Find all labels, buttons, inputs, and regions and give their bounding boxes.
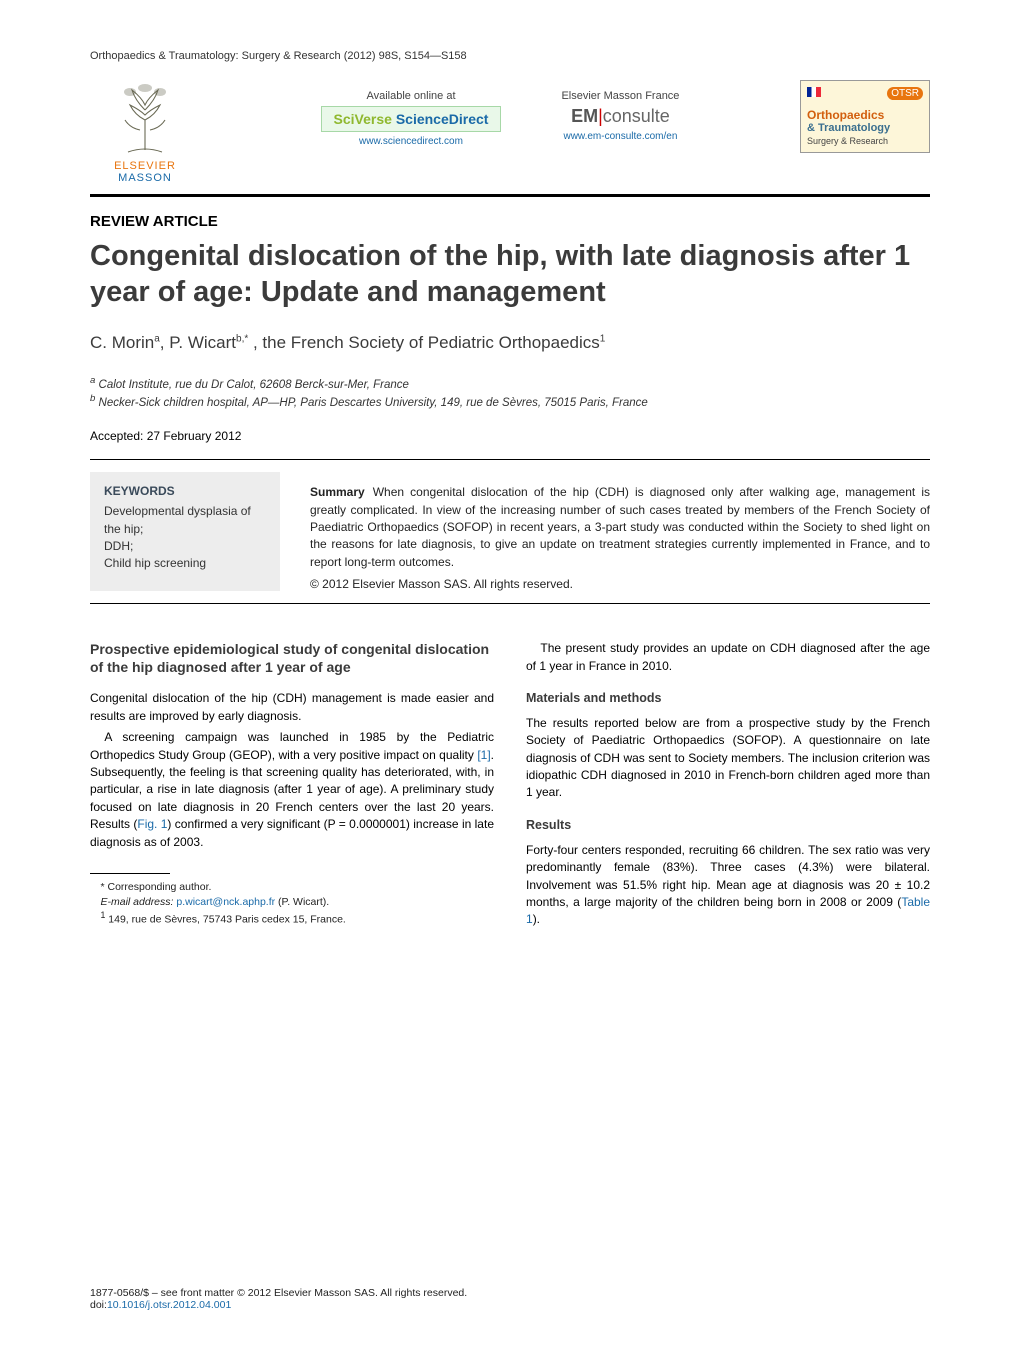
- summary-label: Summary: [310, 485, 365, 499]
- header-banner: ELSEVIER MASSON Available online at SciV…: [90, 80, 930, 184]
- email-link[interactable]: p.wicart@nck.aphp.fr: [176, 896, 275, 908]
- footnote-address: 1 149, rue de Sèvres, 75743 Paris cedex …: [90, 909, 494, 927]
- doi-link[interactable]: 10.1016/j.otsr.2012.04.001: [107, 1299, 231, 1311]
- keywords-title: KEYWORDS: [104, 484, 266, 498]
- author-2-sup: b,*: [236, 333, 248, 344]
- sciverse-badge: SciVerse ScienceDirect: [321, 106, 502, 132]
- left-column: Prospective epidemiological study of con…: [90, 640, 494, 933]
- author-1: C. Morin: [90, 333, 154, 352]
- right-column: The present study provides an update on …: [526, 640, 930, 933]
- sciencedirect-url[interactable]: www.sciencedirect.com: [359, 136, 463, 147]
- summary-body: When congenital dislocation of the hip (…: [310, 485, 930, 569]
- footnote-email: E-mail address: p.wicart@nck.aphp.fr (P.…: [90, 895, 494, 910]
- journal-title-line2: & Traumatology: [807, 122, 923, 134]
- section-heading-mm: Materials and methods: [526, 691, 930, 705]
- para-2: A screening campaign was launched in 198…: [90, 729, 494, 851]
- keywords-box: KEYWORDS Developmental dysplasia of the …: [90, 472, 280, 591]
- ref-link-1[interactable]: [1]: [477, 748, 490, 762]
- france-flag-icon: [807, 87, 821, 97]
- section-heading-epi: Prospective epidemiological study of con…: [90, 640, 494, 676]
- header-divider: [90, 194, 930, 197]
- author-group: , the French Society of Pediatric Orthop…: [248, 333, 600, 352]
- fig-link-1[interactable]: Fig. 1: [137, 817, 167, 831]
- publisher-name-1: ELSEVIER: [114, 160, 176, 172]
- thin-rule-2: [90, 603, 930, 604]
- keywords-list: Developmental dysplasia of the hip; DDH;…: [104, 503, 266, 573]
- page-footer: 1877-0568/$ – see front matter © 2012 El…: [90, 1287, 930, 1311]
- online-links: Available online at SciVerse ScienceDire…: [321, 90, 680, 147]
- footnote-corresponding: * Corresponding author.: [90, 880, 494, 895]
- elsevier-tree-icon: [110, 80, 180, 160]
- summary-column: SummaryWhen congenital dislocation of th…: [310, 472, 930, 591]
- sciencedirect-word: ScienceDirect: [392, 111, 489, 127]
- footnotes: * Corresponding author. E-mail address: …: [90, 873, 494, 928]
- em-letters: EM: [571, 106, 598, 126]
- affiliation-a: a Calot Institute, rue du Dr Calot, 6260…: [90, 375, 930, 391]
- para-1: Congenital dislocation of the hip (CDH) …: [90, 690, 494, 725]
- author-group-sup: 1: [600, 333, 606, 344]
- emconsulte-block: Elsevier Masson France EM|consulte www.e…: [561, 90, 679, 142]
- sciencedirect-block: Available online at SciVerse ScienceDire…: [321, 90, 502, 147]
- publisher-name-2: MASSON: [118, 172, 172, 184]
- summary-copyright: © 2012 Elsevier Masson SAS. All rights r…: [310, 577, 930, 591]
- section-heading-results: Results: [526, 818, 930, 832]
- summary-text: SummaryWhen congenital dislocation of th…: [310, 484, 930, 571]
- para-results: Forty-four centers responded, recruiting…: [526, 842, 930, 929]
- accepted-date: Accepted: 27 February 2012: [90, 429, 930, 443]
- running-header: Orthopaedics & Traumatology: Surgery & R…: [90, 50, 930, 62]
- doi-line: doi:10.1016/j.otsr.2012.04.001: [90, 1299, 930, 1311]
- journal-cover-logo: OTSR Orthopaedics & Traumatology Surgery…: [800, 80, 930, 153]
- author-1-sup: a: [154, 333, 160, 344]
- keywords-summary-row: KEYWORDS Developmental dysplasia of the …: [90, 472, 930, 591]
- article-title: Congenital dislocation of the hip, with …: [90, 238, 930, 311]
- consulte-word: consulte: [603, 106, 670, 126]
- affiliation-b: b Necker-Sick children hospital, AP—HP, …: [90, 393, 930, 409]
- emconsulte-badge: EM|consulte: [571, 106, 670, 127]
- elsevier-masson-label: Elsevier Masson France: [561, 90, 679, 102]
- para-mm: The results reported below are from a pr…: [526, 715, 930, 802]
- publisher-logo: ELSEVIER MASSON: [90, 80, 200, 184]
- emconsulte-url[interactable]: www.em-consulte.com/en: [563, 131, 677, 142]
- otsr-badge: OTSR: [887, 87, 923, 100]
- front-matter-line: 1877-0568/$ – see front matter © 2012 El…: [90, 1287, 930, 1299]
- thin-rule-1: [90, 459, 930, 460]
- footnote-rule: [90, 873, 170, 874]
- para-intro: The present study provides an update on …: [526, 640, 930, 675]
- body-columns: Prospective epidemiological study of con…: [90, 640, 930, 933]
- article-type: REVIEW ARTICLE: [90, 213, 930, 230]
- journal-subtitle: Surgery & Research: [807, 136, 923, 146]
- author-list: C. Morina, P. Wicartb,* , the French Soc…: [90, 333, 930, 353]
- sciverse-word: SciVerse: [334, 111, 392, 127]
- author-2: P. Wicart: [169, 333, 236, 352]
- available-online-label: Available online at: [366, 90, 455, 102]
- journal-title-line1: Orthopaedics: [807, 108, 923, 122]
